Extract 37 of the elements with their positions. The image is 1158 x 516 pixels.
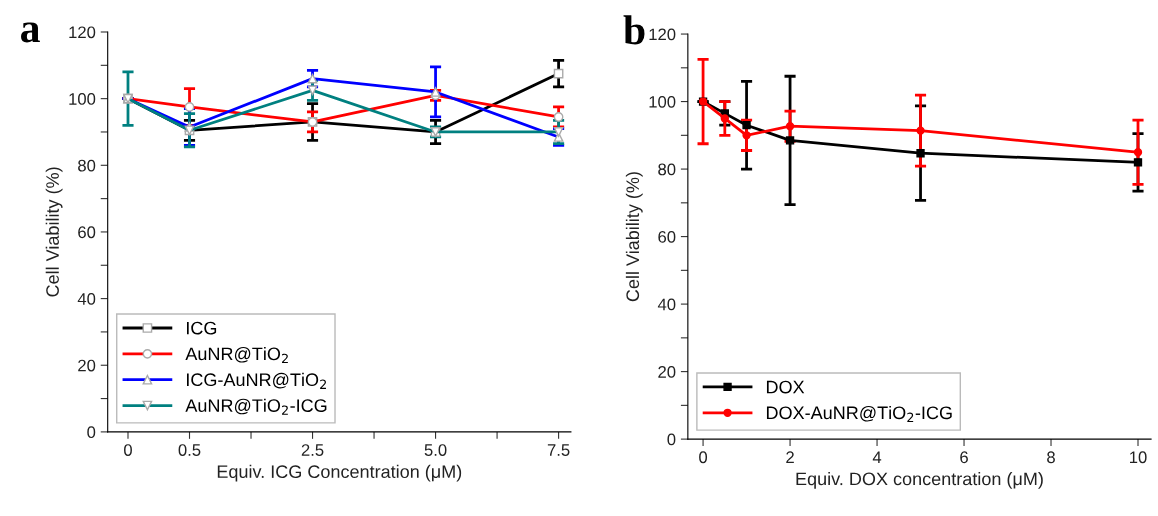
y-tick-label: 100 xyxy=(649,95,676,108)
x-tick-label: 10 xyxy=(1130,451,1147,464)
y-tick-label: 80 xyxy=(658,163,676,176)
x-tick-label: 0 xyxy=(699,451,708,464)
y-tick-label: 80 xyxy=(78,159,96,172)
y-tick-label: 60 xyxy=(78,226,96,239)
legend-label: ICG xyxy=(187,321,217,335)
y-tick-label: 20 xyxy=(78,359,96,372)
y-tick-label: 20 xyxy=(658,366,676,378)
text: a xyxy=(21,22,40,43)
x-tick-label: 2.5 xyxy=(301,444,324,456)
x-axis-title: Equiv. DOX concentration (μM) xyxy=(796,472,1043,489)
y-tick-label: 40 xyxy=(77,292,96,305)
y-tick-label: 120 xyxy=(69,26,96,39)
x-tick-label: 8 xyxy=(1047,451,1055,464)
legend-label: DOX-AuNR@TiO$_{2}$-ICG xyxy=(766,405,952,422)
x-axis-title: Equiv. ICG Concentration (μM) xyxy=(217,464,462,482)
y-tick-label: 40 xyxy=(657,298,676,311)
x-tick-label: 6 xyxy=(960,451,968,464)
legend-label: AuNR@TiO$_{2}$ xyxy=(185,347,288,364)
y-tick-label: 60 xyxy=(658,230,676,243)
y-axis-title: Cell Viability (%) xyxy=(625,172,643,302)
y-axis-title: Cell Viability (%) xyxy=(45,167,63,297)
x-tick-label: 0.5 xyxy=(178,444,201,456)
x-tick-label: 5.0 xyxy=(424,444,447,456)
y-tick-label: 0 xyxy=(87,426,96,439)
x-tick-label: 2 xyxy=(786,451,794,463)
y-tick-label: 120 xyxy=(649,28,676,41)
x-tick-label: 4 xyxy=(872,451,882,463)
text: b xyxy=(623,15,645,45)
y-tick-label: 0 xyxy=(667,433,676,446)
x-tick-label: 7.5 xyxy=(547,444,570,456)
legend-label: DOX xyxy=(766,380,805,394)
legend-label: ICG-AuNR@TiO$_{2}$ xyxy=(187,372,326,389)
x-tick-label: 0 xyxy=(124,444,132,456)
legend-label: AuNR@TiO$_{2}$-ICG xyxy=(185,398,327,415)
y-tick-label: 100 xyxy=(69,93,96,105)
